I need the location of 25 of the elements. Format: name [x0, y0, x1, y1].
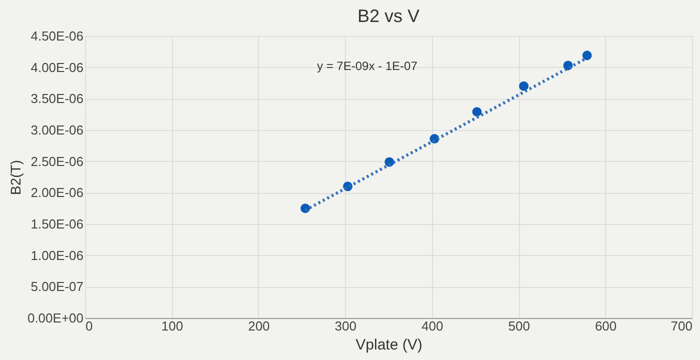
point	[519, 81, 529, 91]
y-tick-label: 1.50E-06	[30, 216, 84, 232]
y-tick-label: 3.00E-06	[30, 122, 84, 138]
chart-title: B2 vs V	[357, 6, 420, 26]
point	[582, 50, 592, 60]
x-tick-label: 300	[334, 318, 356, 334]
x-tick-label: 500	[508, 318, 530, 334]
y-axis-title: B2(T)	[7, 160, 24, 195]
x-tick-label: 100	[161, 318, 184, 334]
point	[472, 107, 482, 117]
y-tick-label: 1.00E-06	[30, 248, 84, 263]
y-tick-label: 5.00E-07	[30, 279, 84, 294]
y-tick-label: 2.00E-06	[30, 185, 84, 200]
annotation: y = 7E-09x - 1E-07	[317, 59, 418, 73]
x-tick-label: 600	[594, 318, 617, 334]
x-tick-label: 200	[248, 318, 270, 334]
y-tick-label: 4.00E-06	[30, 60, 84, 75]
y-tick-label: 4.50E-06	[30, 28, 84, 44]
x-axis-title: Vplate (V)	[356, 336, 422, 354]
x-tick-label: 0	[86, 318, 93, 334]
y-tick-label: 0.00E+00	[27, 310, 84, 326]
y-tick-label: 3.50E-06	[30, 91, 84, 106]
y-tick-label: 2.50E-06	[30, 154, 84, 169]
x-tick-label: 400	[422, 318, 444, 334]
x-tick-label: 700	[670, 318, 692, 334]
